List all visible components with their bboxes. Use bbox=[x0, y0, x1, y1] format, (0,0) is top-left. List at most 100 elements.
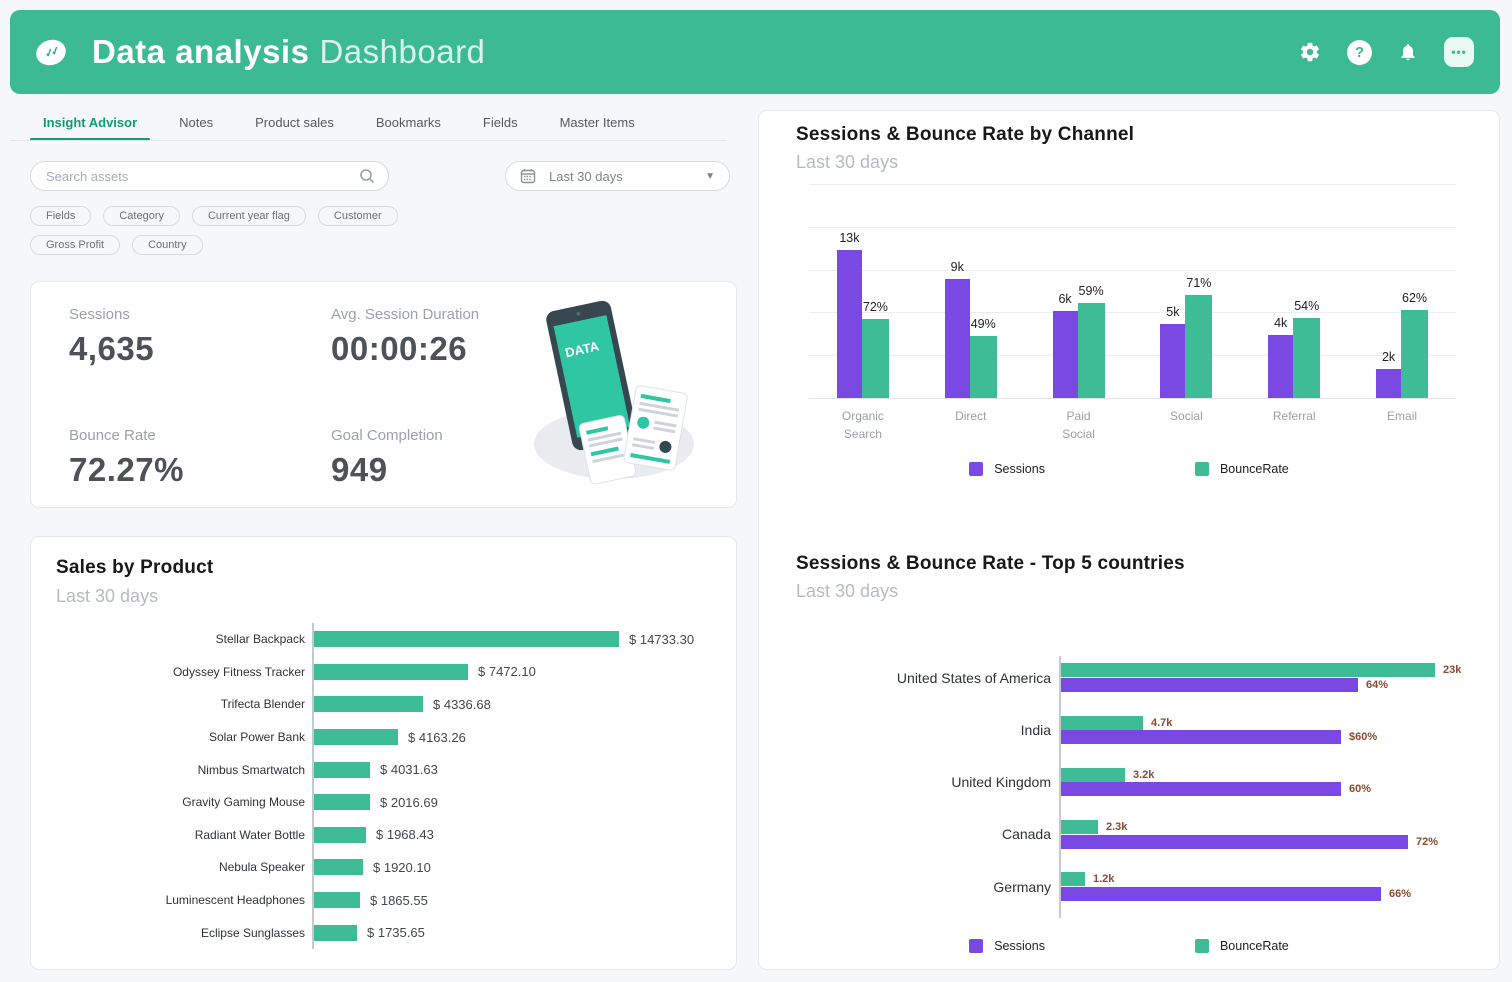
tab-insight-advisor[interactable]: Insight Advisor bbox=[22, 109, 158, 141]
settings-icon[interactable] bbox=[1299, 41, 1321, 63]
category-label: Germany bbox=[993, 878, 1051, 895]
sales-row-nimbus-smartwatch: Nimbus Smartwatch $ 4031.63 bbox=[31, 753, 718, 786]
sales-bar[interactable] bbox=[314, 631, 619, 648]
sessions-bar[interactable] bbox=[1052, 311, 1078, 398]
bouncerate-bar[interactable] bbox=[1061, 663, 1435, 678]
legend-swatch bbox=[969, 939, 984, 953]
sales-bar[interactable] bbox=[314, 663, 468, 680]
chip-country[interactable]: Country bbox=[132, 235, 203, 255]
country-row-united-states-of-america: United States of America 23k 64% bbox=[759, 663, 1499, 692]
bar-group-referral: 4k 54% bbox=[1240, 299, 1348, 398]
category-label: Luminescent Headphones bbox=[165, 893, 305, 908]
kpi-label: Bounce Rate bbox=[69, 427, 156, 444]
legend-item-bouncerate[interactable]: BounceRate bbox=[1194, 939, 1289, 953]
bar-group-email: 2k 62% bbox=[1348, 291, 1456, 398]
date-range-select[interactable]: Last 30 days ▼ bbox=[505, 161, 730, 191]
sales-bar[interactable] bbox=[314, 696, 423, 713]
countries-bar-chart: United States of America 23k 64% India 4.7k $… bbox=[759, 656, 1499, 926]
tab-master-items[interactable]: Master Items bbox=[559, 115, 635, 130]
sessions-bar[interactable] bbox=[1268, 335, 1294, 398]
search-input[interactable] bbox=[44, 167, 359, 185]
notifications-icon[interactable] bbox=[1398, 42, 1418, 62]
search-box bbox=[30, 161, 389, 191]
bouncerate-bar[interactable] bbox=[1185, 295, 1213, 398]
kpi-label: Avg. Session Duration bbox=[331, 306, 480, 323]
sessions-bar[interactable] bbox=[1061, 886, 1381, 901]
bouncerate-bar[interactable] bbox=[1401, 310, 1429, 398]
kpi-goal-completion: Goal Completion 949 bbox=[331, 427, 443, 489]
value-label: 66% bbox=[1389, 887, 1412, 900]
x-axis-label: Paid Social bbox=[1062, 409, 1095, 441]
value-label: 4.7k bbox=[1151, 716, 1173, 729]
page-title: Data analysis Dashboard bbox=[92, 33, 485, 71]
value-label: 62% bbox=[1402, 291, 1428, 305]
legend-item-sessions[interactable]: Sessions bbox=[969, 462, 1045, 476]
sales-bar[interactable] bbox=[314, 924, 357, 941]
sales-bar-chart: Stellar Backpack $ 14733.30 Odyssey Fitnes… bbox=[31, 623, 718, 949]
bouncerate-bar[interactable] bbox=[861, 319, 889, 398]
tab-notes[interactable]: Notes bbox=[179, 115, 214, 130]
chip-customer[interactable]: Customer bbox=[317, 206, 398, 226]
bouncerate-bar[interactable] bbox=[1061, 715, 1143, 730]
gridline bbox=[809, 398, 1456, 399]
gridline bbox=[809, 312, 1456, 314]
value-label: $ 4031.63 bbox=[380, 762, 438, 778]
bouncerate-bar[interactable] bbox=[1077, 303, 1105, 398]
value-label: $60% bbox=[1349, 731, 1378, 744]
y-axis-line bbox=[1059, 656, 1061, 918]
x-axis-label: Referral bbox=[1272, 409, 1316, 423]
chart-title: Sessions & Bounce Rate - Top 5 countries bbox=[796, 553, 1185, 574]
chip-category[interactable]: Category bbox=[103, 206, 180, 226]
bar-group-social: 5k 71% bbox=[1132, 276, 1240, 398]
sales-bar[interactable] bbox=[314, 859, 363, 876]
bouncerate-bar[interactable] bbox=[1293, 318, 1321, 398]
value-label: $ 4336.68 bbox=[433, 696, 491, 712]
gridline bbox=[809, 269, 1456, 271]
legend-swatch bbox=[1194, 462, 1209, 476]
chip-fields[interactable]: Fields bbox=[30, 206, 92, 226]
gridline bbox=[809, 355, 1456, 357]
bouncerate-bar[interactable] bbox=[969, 336, 997, 398]
sessions-bar[interactable] bbox=[944, 279, 970, 398]
legend-item-bouncerate[interactable]: BounceRate bbox=[1194, 462, 1289, 476]
value-label: 2k bbox=[1381, 350, 1396, 364]
tab-bookmarks[interactable]: Bookmarks bbox=[375, 115, 441, 130]
sales-row-luminescent-headphones: Luminescent Headphones $ 1865.55 bbox=[31, 883, 718, 917]
channel-bar-chart: 13k 72% 9k 49% 6k 59% 5k 71% 4k 54% 2k 62% bbox=[809, 184, 1456, 399]
value-label: $ 2016.69 bbox=[380, 794, 438, 810]
sessions-bar[interactable] bbox=[1061, 834, 1408, 849]
chart-subtitle: Last 30 days bbox=[796, 581, 899, 601]
sales-bar[interactable] bbox=[314, 761, 370, 778]
sales-bar[interactable] bbox=[314, 729, 398, 746]
bouncerate-bar[interactable] bbox=[1061, 872, 1085, 887]
sales-bar[interactable] bbox=[314, 826, 366, 843]
chip-gross-profit[interactable]: Gross Profit bbox=[30, 235, 121, 255]
chip-current-year-flag[interactable]: Current year flag bbox=[191, 206, 306, 226]
sales-bar[interactable] bbox=[314, 794, 370, 811]
sessions-bar[interactable] bbox=[1061, 730, 1341, 745]
country-row-canada: Canada 2.3k 72% bbox=[759, 820, 1499, 849]
sessions-bar[interactable] bbox=[1160, 324, 1186, 398]
legend-label: BounceRate bbox=[1219, 462, 1289, 476]
sales-bar[interactable] bbox=[314, 892, 360, 909]
legend-item-sessions[interactable]: Sessions bbox=[969, 939, 1045, 953]
value-label: 60% bbox=[1349, 783, 1372, 796]
bouncerate-bar[interactable] bbox=[1061, 820, 1098, 835]
x-axis-label: Email bbox=[1387, 409, 1418, 423]
value-label: 71% bbox=[1186, 276, 1212, 290]
sessions-bar[interactable] bbox=[836, 250, 862, 398]
more-icon[interactable]: ••• bbox=[1444, 37, 1474, 67]
help-icon[interactable]: ? bbox=[1347, 39, 1372, 65]
category-label: India bbox=[1020, 721, 1051, 738]
svg-text:DATA: DATA bbox=[564, 338, 601, 360]
tab-product-sales[interactable]: Product sales bbox=[255, 115, 334, 130]
bouncerate-bar[interactable] bbox=[1061, 767, 1125, 782]
value-label: 49% bbox=[970, 317, 996, 331]
x-axis-label: Social bbox=[1170, 409, 1203, 423]
tab-fields[interactable]: Fields bbox=[482, 115, 518, 130]
sessions-bar[interactable] bbox=[1061, 782, 1341, 797]
category-label: Nimbus Smartwatch bbox=[197, 762, 305, 777]
sessions-bar[interactable] bbox=[1061, 677, 1358, 692]
sessions-bar[interactable] bbox=[1376, 369, 1402, 398]
